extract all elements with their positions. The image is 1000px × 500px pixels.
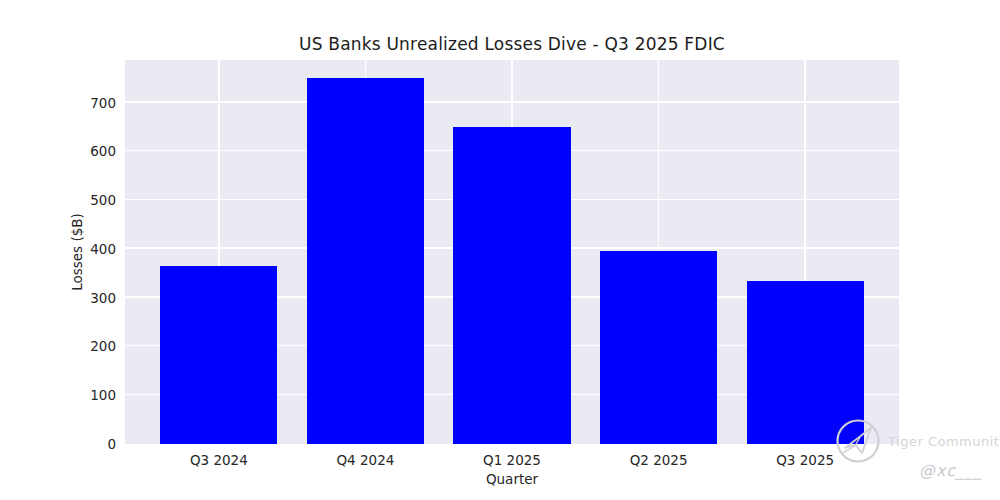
y-tick-label: 200 xyxy=(0,338,116,354)
chart-title: US Banks Unrealized Losses Dive - Q3 202… xyxy=(125,34,899,54)
y-tick-label: 600 xyxy=(0,143,116,159)
y-tick-label: 100 xyxy=(0,387,116,403)
y-tick-label: 400 xyxy=(0,241,116,257)
plot-area xyxy=(125,60,899,444)
bar-chart-figure: US Banks Unrealized Losses Dive - Q3 202… xyxy=(0,0,1000,500)
x-tick-label: Q2 2025 xyxy=(630,452,688,468)
bar xyxy=(307,78,424,444)
watermark: Tiger Community xyxy=(833,415,1000,467)
y-tick-label: 500 xyxy=(0,192,116,208)
y-tick-label: 0 xyxy=(0,436,116,452)
watermark-handle: @xc___ xyxy=(919,461,983,480)
bar xyxy=(453,127,570,444)
x-tick-label: Q1 2025 xyxy=(483,452,541,468)
x-axis-label: Quarter xyxy=(125,471,899,487)
watermark-brand: Tiger Community xyxy=(888,434,1000,449)
bar xyxy=(600,251,717,444)
bar xyxy=(160,266,277,444)
x-tick-label: Q3 2025 xyxy=(776,452,834,468)
y-tick-label: 300 xyxy=(0,290,116,306)
paper-plane-circle-icon xyxy=(833,416,883,466)
y-tick-label: 700 xyxy=(0,95,116,111)
x-tick-label: Q4 2024 xyxy=(336,452,394,468)
x-tick-label: Q3 2024 xyxy=(190,452,248,468)
